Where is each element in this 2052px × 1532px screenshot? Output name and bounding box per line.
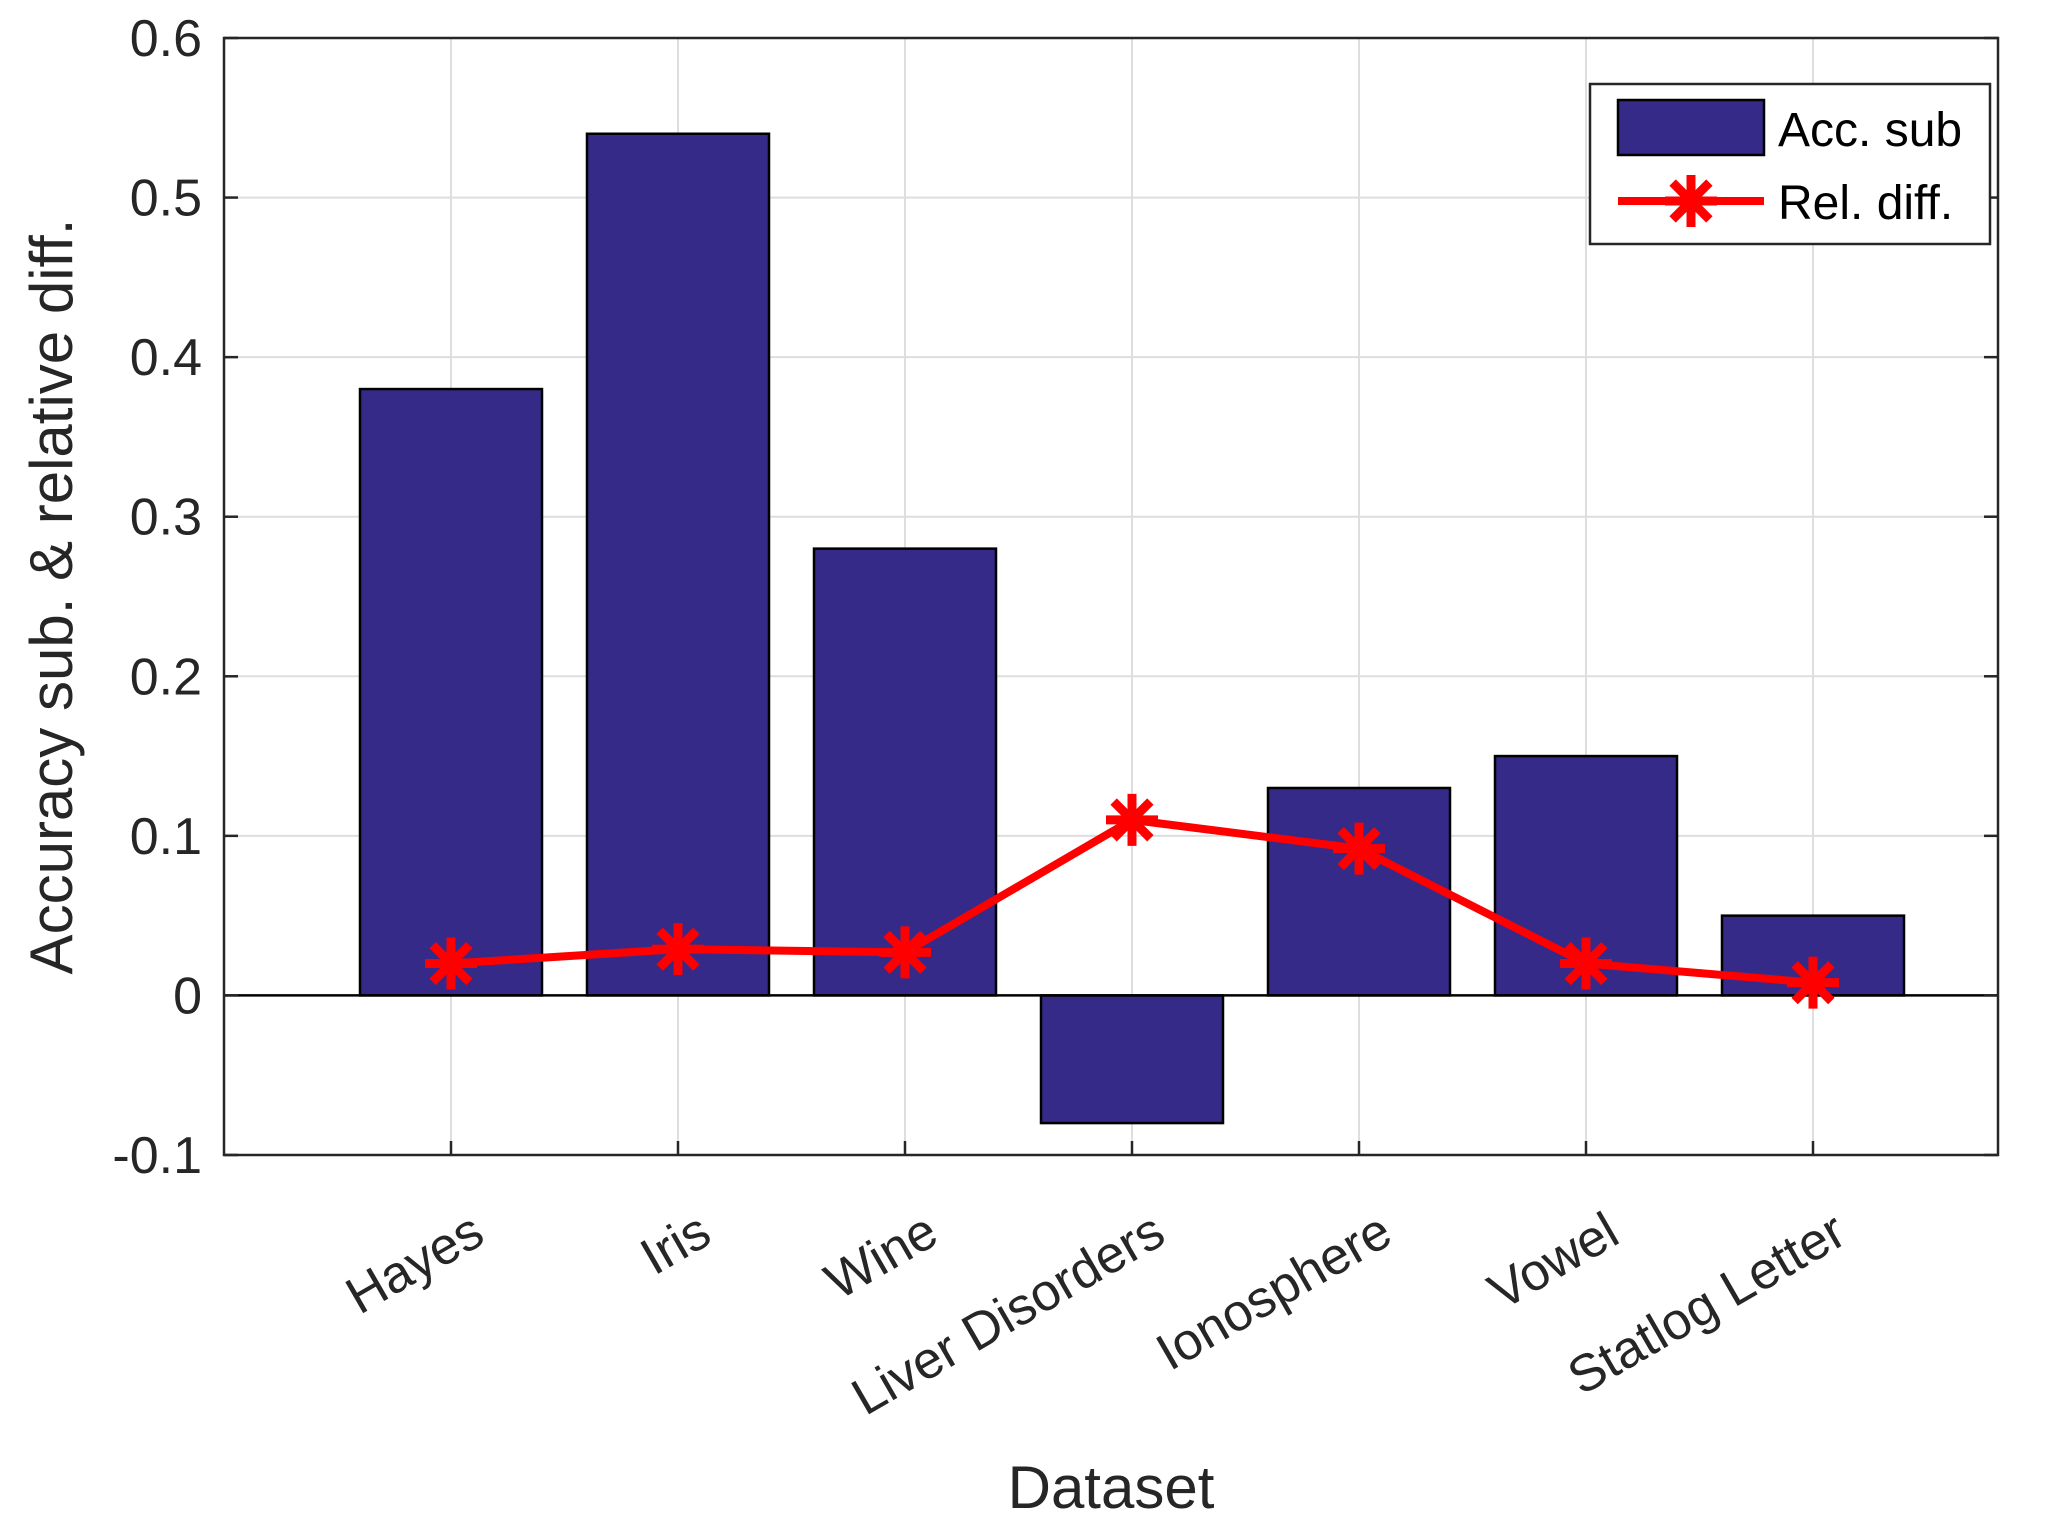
x-tick-label: Iris [631,1202,720,1287]
legend-label-acc-sub: Acc. sub [1778,104,1962,157]
y-tick-label: 0.1 [130,808,202,866]
bar-ionosphere [1266,786,1452,997]
rel-diff-point-ionosphere [1333,822,1385,875]
rel-diff-point-statlog-letter [1787,956,1839,1009]
line-series [425,793,1839,1009]
x-axis-title: Dataset [1008,1454,1215,1521]
y-tick-label: 0.4 [130,329,202,387]
x-tick-label: Ionosphere [1147,1202,1401,1382]
rel-diff-point-liver-disorders [1106,793,1158,846]
x-tick-label: Wine [816,1202,948,1311]
legend-asterisk-icon [1665,175,1717,227]
y-axis-title: Accuracy sub. & relative diff. [18,219,85,975]
legend-bar-swatch [1616,98,1766,157]
y-tick-label: 0.6 [130,10,202,68]
rel-diff-point-hayes [425,937,477,990]
y-tick-label: -0.1 [112,1127,202,1185]
rel-diff-point-vowel [1560,937,1612,990]
x-tick-label: Vowel [1479,1202,1628,1322]
y-tick-label: 0.5 [130,170,202,228]
rel-diff-point-wine [879,926,931,979]
y-tick-label: 0.3 [130,489,202,547]
rel-diff-point-iris [652,923,704,976]
bar-series [224,132,1998,1125]
bar-liver-disorders [1039,994,1225,1125]
axes-box [222,36,2000,1157]
x-tick-label: Hayes [337,1202,494,1326]
y-tick-label: 0.2 [130,648,202,706]
legend: Acc. sub Rel. diff. [1588,82,1992,246]
legend-label-rel-diff: Rel. diff. [1778,177,1953,230]
bar-hayes [358,387,544,997]
y-tick-label: 0 [173,967,202,1025]
bar-iris [585,132,771,997]
